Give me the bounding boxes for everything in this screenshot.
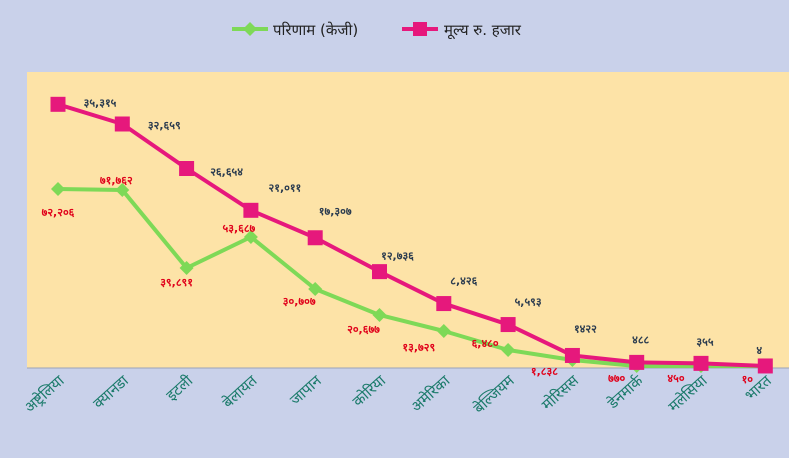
green-data-label-1: ७१,७६२ <box>100 174 133 187</box>
pink-data-label-1: ३२,६५९ <box>148 119 181 132</box>
green-data-label-8: १,८३८ <box>531 365 558 378</box>
pink-data-label-2: २६,६५४ <box>210 165 243 178</box>
pink-point-10 <box>693 355 709 371</box>
pink-data-label-4: १७,३०७ <box>319 205 352 218</box>
x-tick-label-2: इटली <box>163 371 197 405</box>
green-point-3 <box>243 230 258 244</box>
green-data-label-9: ७७० <box>608 372 625 385</box>
green-data-label-3: ५३,६८७ <box>223 222 256 235</box>
pink-point-1 <box>114 116 130 132</box>
pink-point-4 <box>307 230 323 246</box>
green-data-label-7: ६,४८० <box>472 337 499 350</box>
x-tick-label-0: अष्ट्रेलिया <box>21 371 69 416</box>
green-data-label-5: २०,६७७ <box>347 323 380 336</box>
green-point-6 <box>436 324 451 338</box>
legend-label-green: परिणाम (केजी) <box>273 21 358 39</box>
pink-data-label-7: ५,५९३ <box>515 296 542 309</box>
green-data-label-2: ३९,८९१ <box>160 276 193 289</box>
plot-area <box>27 72 789 368</box>
green-point-0 <box>51 182 65 196</box>
series-line-1 <box>57 102 766 368</box>
x-tick-label-6: अमेरिका <box>407 371 454 416</box>
x-tick-label-5: कोरिया <box>349 371 390 411</box>
pink-point-0 <box>50 96 66 112</box>
pink-point-6 <box>436 296 452 312</box>
legend-marker-green <box>243 22 257 36</box>
green-data-label-6: १३,७२९ <box>402 341 435 354</box>
green-point-1 <box>115 183 130 197</box>
pink-point-7 <box>500 317 516 333</box>
pink-data-label-5: १२,७३६ <box>381 250 414 263</box>
legend-marker-pink <box>413 22 427 36</box>
green-data-label-0: ७२,२०६ <box>42 206 75 219</box>
x-tick-label-3: बेलायत <box>219 371 261 411</box>
green-data-label-10: ४५० <box>667 372 684 385</box>
green-data-label-4: ३०,७०७ <box>283 295 316 308</box>
pink-point-2 <box>179 160 195 176</box>
pink-point-5 <box>372 264 387 280</box>
green-data-label-11: १० <box>742 373 754 386</box>
pink-data-label-6: ८,४२६ <box>450 275 477 288</box>
pink-point-9 <box>629 354 645 370</box>
pink-data-label-10: ३५५ <box>696 335 713 348</box>
series-line-0 <box>57 187 766 368</box>
legend-label-pink: मूल्य रु. हजार <box>444 21 522 40</box>
x-tick-label-1: क्यानडा <box>90 371 133 412</box>
green-point-7 <box>501 343 516 357</box>
pink-point-3 <box>243 202 259 218</box>
pink-point-11 <box>757 358 773 374</box>
x-tick-label-7: बेल्जियम <box>470 371 519 417</box>
green-point-5 <box>372 308 387 322</box>
green-point-4 <box>308 282 323 296</box>
pink-data-label-0: ३५,३१५ <box>84 96 117 109</box>
x-tick-label-4: जापान <box>286 371 325 409</box>
pink-data-label-8: १४२२ <box>574 322 597 335</box>
pink-data-label-11: ४ <box>756 344 762 357</box>
pink-point-8 <box>564 347 580 363</box>
pink-data-label-9: ४८८ <box>632 333 649 346</box>
green-point-2 <box>179 261 194 275</box>
pink-data-label-3: २१,०११ <box>269 181 302 194</box>
